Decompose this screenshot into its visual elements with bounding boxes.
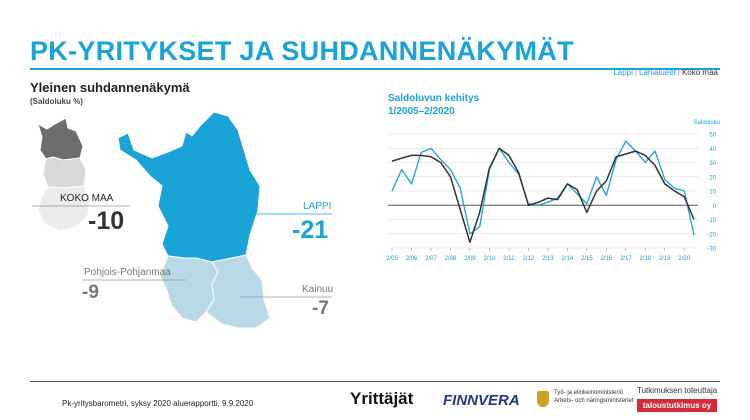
x-tick-label: 2/07: [425, 256, 437, 262]
y-tick-label: -20: [707, 232, 716, 238]
koko-maa-label: KOKO MAA: [60, 193, 114, 204]
ministry-crest-icon: [537, 391, 549, 407]
y-tick-label: 50: [709, 133, 716, 139]
lappi-series-line: [391, 140, 695, 236]
title-underline: [30, 68, 720, 70]
kainuu-value: -7: [312, 298, 329, 319]
map-unit-note: (Saldoluku %): [30, 97, 83, 106]
region-nav-separator: |: [634, 68, 637, 77]
x-tick-label: 2/13: [542, 256, 554, 262]
taloustutkimus-logo: taloustutkimus oy: [637, 399, 717, 412]
region-nav-separator: |: [677, 68, 680, 77]
koko-maa-value: -10: [88, 207, 125, 235]
x-tick-label: 2/18: [639, 256, 651, 262]
y-tick-label: 10: [709, 190, 716, 196]
map-subtitle: Yleinen suhdannenäkymä: [30, 80, 190, 95]
region-link-lahialueet[interactable]: Lähialueet: [638, 68, 676, 77]
x-tick-label: 2/11: [503, 256, 515, 262]
x-tick-label: 2/20: [678, 256, 690, 262]
koko_maa-series-line: [391, 147, 695, 244]
finland-inset-map: [37, 117, 91, 232]
yrittajat-logo: Yrittäjät: [350, 389, 414, 408]
pohjois-pohjanmaa-value: -9: [82, 282, 99, 303]
x-tick-label: 2/15: [581, 256, 593, 262]
ministry-logo-text: Työ- ja elinkeinoministeriö Arbets- och …: [554, 390, 634, 404]
x-tick-label: 2/19: [659, 256, 671, 262]
x-tick-label: 2/14: [562, 256, 574, 262]
lappi-value: -21: [292, 216, 329, 244]
footer-rule: [30, 381, 720, 382]
x-tick-label: 2/08: [445, 256, 457, 262]
finnvera-logo: FINNVERA: [443, 392, 520, 409]
page-title: PK-YRITYKSET JA SUHDANNENÄKYMÄT: [30, 36, 574, 66]
y-tick-label: 30: [709, 161, 716, 167]
kainuu-region-map[interactable]: [205, 254, 271, 329]
ministry-logo: Työ- ja elinkeinoministeriö Arbets- och …: [537, 389, 637, 407]
saldo-line-chart: 50 40 30 20 10 0 -10 -20 -30 2/05 2/06 2/07 2/08 2/09…: [386, 133, 717, 263]
y-tick-label: 40: [709, 147, 716, 153]
chart-subtitle: 1/2005–2/2020: [388, 106, 455, 117]
x-tick-label: 2/10: [484, 256, 496, 262]
x-tick-label: 2/06: [406, 256, 418, 262]
tutkimus-label: Tutkimuksen toteuttaja: [637, 386, 718, 395]
y-tick-label: -10: [707, 218, 716, 224]
y-tick-label: 20: [709, 175, 716, 181]
chart-title-block: Saldoluvun kehitys 1/2005–2/2020: [388, 92, 479, 118]
lappi-region-map[interactable]: [117, 111, 261, 263]
y-tick-label: 0: [713, 204, 717, 210]
chart-y-axis-label: Saldoluku: [693, 120, 720, 126]
x-tick-label: 2/17: [620, 256, 632, 262]
chart-title: Saldoluvun kehitys: [388, 93, 480, 104]
x-tick-label: 2/16: [600, 256, 612, 262]
region-nav: Lappi | Lähialueet | Koko maa: [613, 68, 718, 77]
footer-source: Pk-yritysbarometri, syksy 2020 aluerappo…: [62, 399, 254, 408]
region-link-lappi[interactable]: Lappi: [613, 68, 633, 77]
region-link-koko-maa[interactable]: Koko maa: [681, 68, 718, 77]
pohjois-pohjanmaa-label: Pohjois-Pohjanmaa: [84, 267, 171, 278]
lappi-label: LAPPI: [303, 201, 332, 212]
y-tick-label: -30: [707, 247, 716, 253]
x-tick-label: 2/05: [386, 256, 398, 262]
x-tick-label: 2/12: [523, 256, 535, 262]
kainuu-label: Kainuu: [302, 284, 334, 295]
x-tick-label: 2/09: [464, 256, 476, 262]
